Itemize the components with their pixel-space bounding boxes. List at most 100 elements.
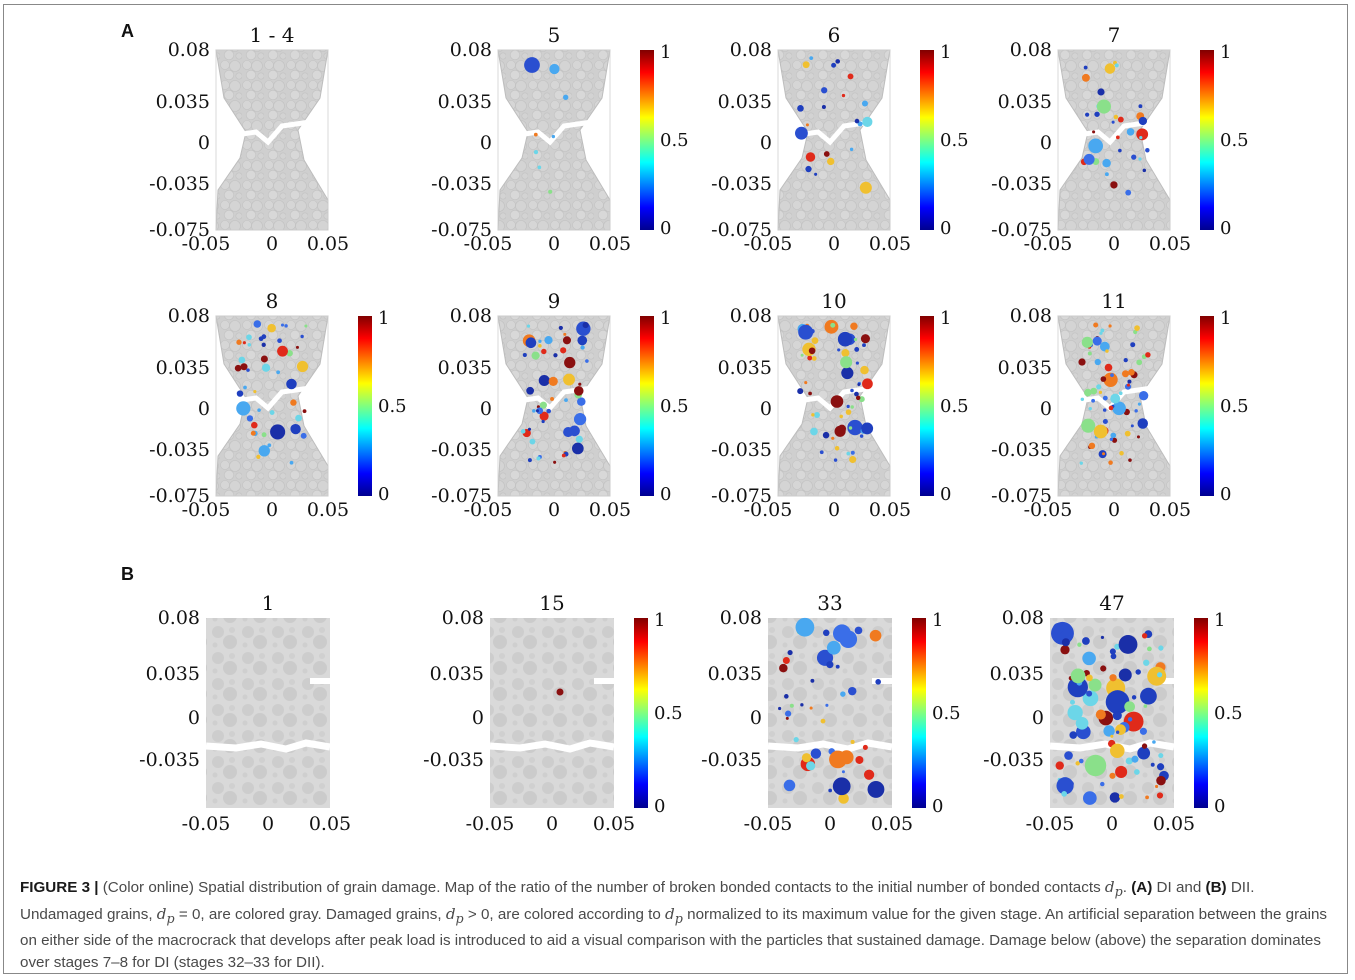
x-tick-label: 0 bbox=[1108, 499, 1120, 521]
damaged-grain bbox=[1152, 740, 1156, 744]
x-tick-label: 0.05 bbox=[593, 813, 635, 835]
damaged-grain bbox=[1067, 677, 1088, 698]
colorbar-tick: 1 bbox=[378, 308, 389, 329]
caption-eq-zero: = 0, are colored gray. Damaged grains, bbox=[178, 906, 442, 924]
damaged-grain bbox=[854, 391, 859, 397]
damaged-grain bbox=[253, 390, 257, 394]
subplot-title: 15 bbox=[539, 591, 564, 615]
colorbar-tick: 0.5 bbox=[932, 703, 961, 724]
damaged-grain bbox=[808, 391, 812, 396]
x-tick-label: 0 bbox=[828, 233, 840, 255]
x-tick-label: 0 bbox=[828, 499, 840, 521]
damaged-grain bbox=[295, 345, 299, 349]
subplot-title: 6 bbox=[828, 23, 841, 47]
colorbar-tick: 0.5 bbox=[940, 130, 969, 151]
damaged-grain bbox=[1118, 794, 1124, 799]
damaged-grain bbox=[531, 351, 540, 360]
caption-sentence3: normalized to its maximum value for the … bbox=[20, 906, 1328, 972]
damaged-grain bbox=[1081, 73, 1090, 82]
damaged-grain bbox=[1061, 791, 1068, 797]
specimen-shape bbox=[490, 618, 614, 808]
y-tick-label: -0.035 bbox=[149, 439, 210, 461]
damaged-grain bbox=[553, 460, 557, 464]
y-tick-label: -0.075 bbox=[149, 219, 210, 241]
damaged-grain bbox=[847, 73, 854, 80]
damaged-grain bbox=[300, 334, 304, 339]
damaged-grain bbox=[860, 334, 870, 344]
damaged-grain bbox=[1104, 63, 1116, 74]
y-tick-label: 0.035 bbox=[990, 663, 1044, 685]
damaged-grain bbox=[563, 332, 567, 336]
axes-frame bbox=[215, 49, 329, 231]
dp-symbol-1: dp bbox=[1104, 878, 1123, 900]
damaged-grain bbox=[857, 121, 863, 127]
colorbar bbox=[920, 50, 934, 230]
damaged-grain bbox=[1096, 99, 1111, 114]
damaged-grain bbox=[841, 366, 854, 380]
damaged-grain bbox=[1127, 717, 1133, 722]
damaged-grain bbox=[541, 348, 547, 355]
damaged-grain bbox=[304, 324, 308, 328]
panel-a-letter: A bbox=[121, 21, 134, 41]
damaged-grain bbox=[1156, 792, 1164, 799]
damaged-grain bbox=[548, 376, 558, 386]
damaged-grain bbox=[821, 87, 828, 94]
damaged-grain bbox=[1084, 754, 1107, 777]
damaged-grain bbox=[1087, 351, 1092, 356]
damaged-grain bbox=[1142, 168, 1147, 173]
damaged-grain bbox=[826, 157, 835, 166]
damaged-grain bbox=[1115, 730, 1120, 734]
damaged-grain bbox=[1139, 135, 1143, 140]
damaged-grain bbox=[837, 424, 847, 433]
damaged-grain bbox=[1125, 189, 1132, 196]
damaged-grain bbox=[260, 355, 268, 363]
x-tick-label: 0 bbox=[546, 813, 558, 835]
damaged-grain bbox=[246, 415, 254, 422]
damaged-grain bbox=[1077, 642, 1082, 647]
subplot-title: 1 - 4 bbox=[250, 23, 295, 47]
damaged-grain bbox=[538, 375, 550, 387]
damaged-grain bbox=[1064, 751, 1073, 760]
panel-b-letter: B bbox=[121, 564, 134, 584]
figure-caption: FIGURE 3 | (Color online) Spatial distri… bbox=[20, 878, 1328, 972]
damaged-grain bbox=[289, 460, 294, 465]
damaged-grain bbox=[1109, 792, 1121, 803]
y-tick-label: 0.035 bbox=[718, 357, 772, 379]
damaged-grain bbox=[1092, 130, 1096, 134]
damaged-grain bbox=[286, 350, 293, 357]
damaged-grain bbox=[1141, 633, 1148, 639]
damaged-grain bbox=[785, 716, 789, 720]
colorbar-tick: 1 bbox=[932, 610, 943, 631]
damaged-grain bbox=[850, 450, 855, 455]
damaged-grain bbox=[290, 399, 297, 406]
damaged-grain bbox=[236, 401, 251, 416]
subplot-a-1 bbox=[497, 49, 654, 231]
damaged-grain bbox=[797, 105, 804, 112]
damaged-grain bbox=[258, 445, 270, 457]
damaged-grain bbox=[1110, 393, 1121, 404]
damaged-grain bbox=[556, 688, 564, 696]
damaged-grain bbox=[240, 363, 248, 371]
damaged-grain bbox=[801, 753, 812, 763]
damaged-grain bbox=[1158, 752, 1164, 759]
subplot-b-3 bbox=[1049, 618, 1208, 808]
damaged-grain bbox=[1105, 690, 1130, 714]
damaged-grain bbox=[1131, 755, 1139, 763]
y-tick-label: -0.075 bbox=[711, 219, 772, 241]
damaged-grain bbox=[808, 347, 816, 355]
damaged-grain bbox=[1109, 648, 1116, 655]
x-tick-label: -0.05 bbox=[1024, 499, 1073, 521]
damaged-grain bbox=[1082, 637, 1090, 645]
damaged-grain bbox=[258, 336, 264, 342]
damaged-grain bbox=[1088, 138, 1104, 154]
damaged-grain bbox=[1083, 153, 1095, 165]
x-tick-label: -0.05 bbox=[744, 499, 793, 521]
damaged-grain bbox=[1110, 181, 1118, 189]
y-tick-label: 0.035 bbox=[718, 91, 772, 113]
damaged-grain bbox=[849, 455, 857, 464]
damaged-grain bbox=[1104, 172, 1109, 177]
caption-panel-b: (B) bbox=[1205, 879, 1227, 896]
x-tick-label: -0.05 bbox=[182, 233, 231, 255]
damaged-grain bbox=[1100, 781, 1105, 787]
x-tick-label: -0.05 bbox=[744, 813, 793, 835]
